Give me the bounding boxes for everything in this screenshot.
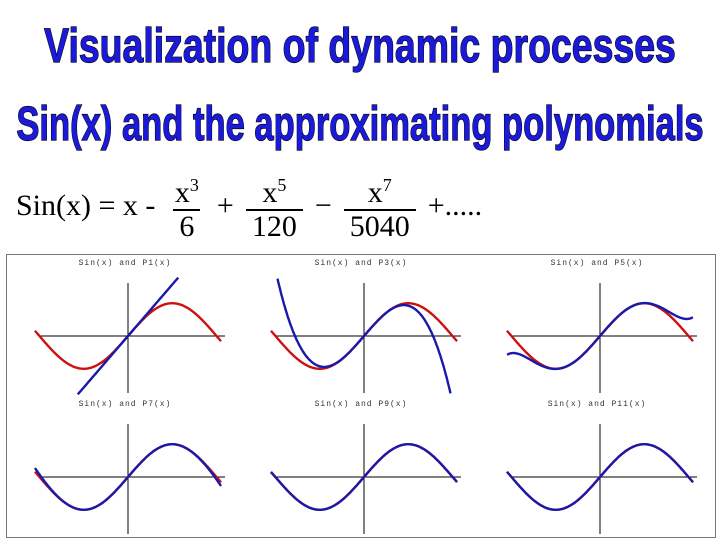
plus-operator: + — [216, 189, 234, 222]
term3-exp: 3 — [189, 175, 199, 195]
plot-canvas — [270, 278, 461, 394]
title-banner: Visualization of dynamic processes Sin(x… — [16, 19, 704, 151]
polynomial-curve-p3 — [276, 278, 452, 394]
term5-den: 120 — [245, 209, 303, 243]
polynomial-curve-p11 — [506, 443, 694, 511]
plot-label: Sin(x) and P7(x) — [78, 400, 172, 409]
term7-den: 5040 — [343, 209, 416, 243]
plot-canvas — [506, 424, 697, 534]
plot-sin-vs-p11: Sin(x) and P11(x) — [479, 396, 715, 537]
term-x3-over-6: x3 6 — [169, 169, 205, 243]
formula-tail: +..... — [427, 189, 483, 222]
minus-operator: − — [314, 189, 332, 222]
plot-canvas — [270, 424, 461, 534]
plot-label: Sin(x) and P11(x) — [547, 400, 647, 409]
term3-den: 6 — [173, 209, 201, 243]
plot-canvas — [34, 276, 225, 396]
polynomial-curve-p1 — [76, 276, 180, 396]
plot-sin-vs-p5: Sin(x) and P5(x) — [479, 255, 715, 396]
formula-lhs: Sin(x) = x - — [16, 189, 163, 222]
term-x5-over-120: x5 120 — [245, 169, 303, 243]
plot-sin-vs-p1: Sin(x) and P1(x) — [7, 255, 243, 396]
term7-num: x — [367, 176, 383, 209]
plot-label: Sin(x) and P9(x) — [314, 400, 408, 409]
polynomial-curve-p9 — [270, 443, 458, 511]
plot-canvas — [33, 424, 225, 534]
term5-num: x — [262, 176, 278, 209]
term5-exp: 5 — [277, 175, 287, 195]
plot-sin-vs-p3: Sin(x) and P3(x) — [243, 255, 479, 396]
term3-num: x — [174, 176, 190, 209]
subtitle: Sin(x) and the approximating polynomials — [16, 96, 703, 150]
term7-exp: 7 — [382, 175, 392, 195]
polynomial-curve-p7 — [33, 443, 223, 511]
plot-sin-vs-p9: Sin(x) and P9(x) — [243, 396, 479, 537]
plot-label: Sin(x) and P5(x) — [550, 259, 644, 268]
plots-panel: Sin(x) and P1(x) Sin(x) and P3(x) Sin(x) a… — [6, 254, 716, 538]
plot-label: Sin(x) and P1(x) — [78, 259, 172, 268]
main-title: Visualization of dynamic processes — [44, 20, 676, 74]
plot-sin-vs-p7: Sin(x) and P7(x) — [7, 396, 243, 537]
plot-canvas — [506, 283, 697, 393]
term-x7-over-5040: x7 5040 — [343, 169, 416, 243]
taylor-series-formula: Sin(x) = x - x3 6 + x5 120 − x7 5040 +..… — [16, 169, 656, 243]
polynomial-curve-p5 — [506, 301, 694, 371]
plot-label: Sin(x) and P3(x) — [314, 259, 408, 268]
